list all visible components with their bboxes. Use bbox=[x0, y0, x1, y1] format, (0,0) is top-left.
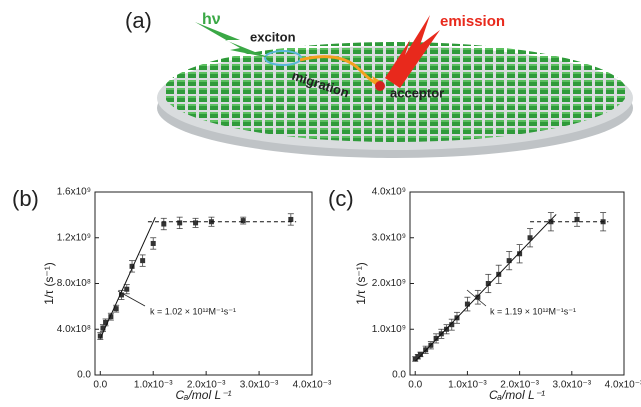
emission-label: emission bbox=[440, 13, 505, 30]
hv-bolt bbox=[195, 22, 270, 58]
x-tick-label: 4.0x10⁻³ bbox=[293, 380, 332, 391]
y-tick-label: 4.0x10⁹ bbox=[372, 187, 406, 198]
x-axis-label: Cₐ/mol L⁻¹ bbox=[176, 388, 232, 402]
plot-frame bbox=[409, 191, 625, 376]
data-point bbox=[485, 281, 491, 286]
x-tick-label: 3.0x10⁻³ bbox=[240, 380, 279, 391]
data-point bbox=[475, 294, 481, 300]
data-point bbox=[100, 325, 106, 331]
x-tick-label: 2.0x10⁻³ bbox=[500, 380, 539, 391]
x-tick-label: 4.0x10⁻³ bbox=[605, 380, 641, 391]
panel-label: (b) bbox=[12, 186, 39, 211]
data-point bbox=[150, 240, 156, 246]
panel-label: (c) bbox=[328, 186, 354, 211]
data-point bbox=[517, 251, 523, 257]
exciton-ring bbox=[264, 50, 302, 66]
hv-label: hν bbox=[202, 11, 221, 28]
data-point bbox=[240, 218, 246, 224]
data-point bbox=[140, 258, 146, 264]
y-tick-label: 1.2x10⁹ bbox=[57, 232, 91, 243]
y-tick-label: 3.0x10⁹ bbox=[372, 232, 406, 243]
exciton-label: exciton bbox=[250, 29, 296, 44]
data-point bbox=[288, 216, 294, 222]
panel-label: (a) bbox=[125, 8, 152, 33]
data-point bbox=[464, 301, 470, 307]
y-tick-label: 0.0 bbox=[392, 370, 406, 381]
plot-frame bbox=[94, 191, 313, 376]
x-tick-label: 1.0x10⁻³ bbox=[134, 380, 173, 391]
y-tick-label: 2.0x10⁹ bbox=[372, 278, 406, 289]
fit-line bbox=[414, 214, 557, 362]
x-tick-label: 1.0x10⁻³ bbox=[448, 380, 487, 391]
acceptor-label: acceptor bbox=[390, 85, 444, 100]
data-point bbox=[433, 335, 439, 341]
annotation: k = 1.02 × 10¹²M⁻¹s⁻¹ bbox=[150, 306, 236, 316]
x-axis-label: Cₐ/mol L⁻¹ bbox=[489, 388, 545, 402]
data-point bbox=[506, 258, 512, 264]
x-tick-label: 0.0 bbox=[93, 380, 107, 391]
y-axis-label: 1/τ (s⁻¹) bbox=[42, 262, 56, 304]
data-point bbox=[113, 306, 119, 312]
schematic: (a) hν exciton migration acceptor emissi… bbox=[125, 8, 633, 158]
data-point bbox=[574, 216, 580, 222]
data-point bbox=[118, 292, 124, 298]
annotation-arrow bbox=[466, 289, 487, 307]
data-point bbox=[97, 333, 103, 339]
data-point bbox=[449, 322, 455, 328]
annotation-arrow bbox=[117, 290, 146, 307]
data-point bbox=[417, 351, 423, 357]
x-tick-label: 0.0 bbox=[408, 380, 422, 391]
fit-line bbox=[99, 216, 156, 339]
data-point bbox=[124, 286, 130, 292]
emission-bolt bbox=[385, 15, 440, 88]
y-tick-label: 1.6x10⁹ bbox=[57, 187, 91, 198]
y-tick-label: 1.0x10⁹ bbox=[372, 324, 406, 335]
y-tick-label: 4.0x10⁸ bbox=[57, 324, 91, 335]
annotation: k = 1.19 × 10¹²M⁻¹s⁻¹ bbox=[490, 306, 576, 316]
data-point bbox=[177, 220, 183, 226]
data-point bbox=[103, 319, 109, 325]
data-point bbox=[108, 314, 114, 320]
data-point bbox=[161, 221, 167, 227]
data-point bbox=[129, 263, 135, 269]
pillar-array bbox=[163, 42, 627, 142]
data-point bbox=[548, 219, 554, 225]
x-tick-label: 2.0x10⁻³ bbox=[187, 380, 226, 391]
data-point bbox=[193, 220, 199, 226]
y-tick-label: 8.0x10⁸ bbox=[57, 278, 91, 289]
x-tick-label: 3.0x10⁻³ bbox=[552, 380, 591, 391]
acceptor-dot bbox=[375, 81, 385, 91]
data-point bbox=[527, 235, 533, 241]
y-axis-label: 1/τ (s⁻¹) bbox=[354, 262, 368, 304]
y-tick-label: 0.0 bbox=[77, 370, 91, 381]
